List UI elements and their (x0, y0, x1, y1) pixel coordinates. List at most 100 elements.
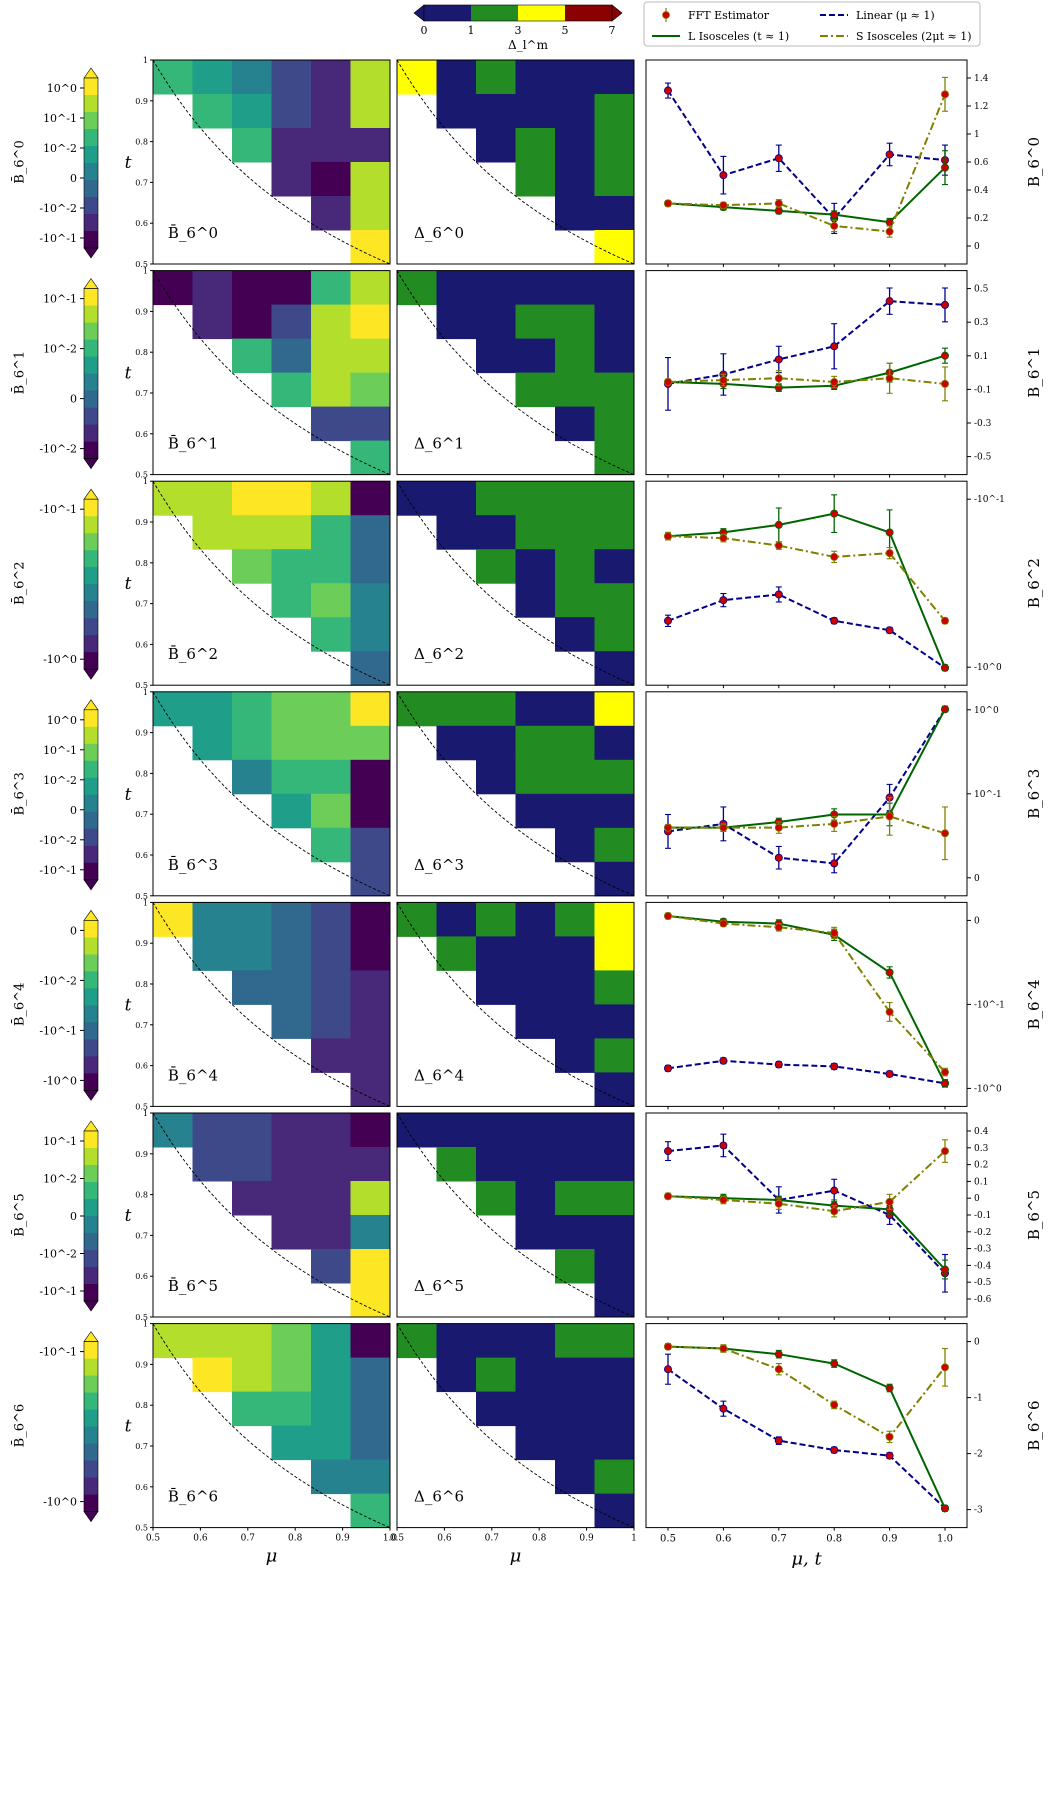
fft-estimator-point (774, 374, 783, 383)
t-tick-label: 0.6 (135, 219, 148, 228)
delta-heatmap-frame (396, 59, 635, 265)
delta-heatmap-cell (594, 827, 635, 863)
t-tick-label: 0.7 (135, 389, 148, 398)
delta-heatmap-frame (396, 1112, 635, 1318)
bispectrum-line-plot-frame (645, 901, 968, 1107)
delta-colorbar-low-arrow (413, 4, 425, 22)
delta-heatmap-cell (555, 691, 595, 727)
delta-heatmap-cell (594, 725, 635, 761)
colorbar-segment (84, 1284, 98, 1302)
bispectrum-heatmap-cell (311, 1425, 351, 1461)
colorbar-top-arrow (83, 1331, 99, 1342)
bispectrum-heatmap-frame (152, 59, 391, 265)
fft-estimator-point (941, 1504, 950, 1513)
right-tick-label: 0 (974, 242, 980, 252)
delta-heatmap-cell (594, 338, 635, 374)
bispectrum-heatmap-cell (311, 162, 351, 197)
delta-heatmap-cell (436, 1113, 477, 1148)
colorbar-tick-label: -10^-2 (39, 202, 77, 215)
delta-heatmap-cell (555, 128, 595, 163)
colorbar-segment (84, 231, 98, 249)
s-isosceles-series (667, 535, 946, 622)
fft-estimator-point (774, 1350, 783, 1359)
colorbar-segment (84, 373, 98, 392)
bispectrum-heatmap-cell (271, 759, 312, 795)
bispectrum-heatmap-cell (271, 725, 312, 761)
delta-heatmap-cell (436, 270, 477, 306)
delta-mu-tick-label: 0.7 (485, 1534, 500, 1544)
delta-heatmap-cell (594, 1147, 635, 1182)
bispectrum-heatmap-cell (350, 651, 391, 686)
bispectrum-line-plot-frame (645, 480, 968, 686)
fft-estimator-point (774, 199, 783, 208)
mu-tick-label: 0.6 (193, 1534, 208, 1544)
bispectrum-heatmap-cell (350, 691, 391, 727)
fft-estimator-point (774, 541, 783, 550)
delta-heatmap-cell (594, 1215, 635, 1250)
fft-estimator-point (664, 199, 673, 208)
colorbar-label: B̄_6^6 (11, 1404, 27, 1448)
bispectrum-heatmap-cell (350, 481, 391, 516)
bispectrum-heatmap-cell (192, 725, 233, 761)
right-tick-label: -0.1 (974, 1211, 991, 1221)
delta-heatmap-constraint-curve (396, 691, 635, 897)
colorbar-segment (84, 920, 98, 938)
colorbar-segment (84, 499, 98, 517)
colorbar-tick-label: 10^-1 (43, 293, 77, 306)
t-tick-label: 0.7 (135, 1021, 148, 1030)
t-tick-label: 0.8 (135, 1401, 148, 1410)
delta-heatmap-cell (555, 970, 595, 1005)
right-x-axis-label: μ, t (791, 1549, 822, 1570)
linear-series (667, 1368, 946, 1510)
bispectrum-heatmap-cell (271, 304, 312, 340)
s-isosceles-series (667, 377, 946, 385)
delta-heatmap-cell (476, 970, 516, 1005)
delta-heatmap-cell (594, 304, 635, 340)
delta-heatmap-cell (397, 481, 437, 516)
heatmap-panel-label: B̄_6^2 (168, 645, 218, 663)
colorbar-label: B̄_6^1 (11, 351, 27, 395)
colorbar-segment (84, 1250, 98, 1268)
right-tick-label: 0.4 (974, 186, 989, 196)
bispectrum-heatmap-cell (311, 1113, 351, 1148)
colorbar-label: B̄_6^5 (11, 1193, 27, 1237)
bispectrum-heatmap-cell (232, 759, 272, 795)
bispectrum-heatmap-cell (271, 1147, 312, 1182)
colorbar-segment (84, 424, 98, 443)
delta-heatmap-cell (515, 162, 556, 197)
delta-heatmap-cell (555, 725, 595, 761)
delta-heatmap-cell (594, 162, 635, 197)
bispectrum-heatmap-cell (350, 936, 391, 971)
bispectrum-heatmap-cell (350, 304, 391, 340)
fft-estimator-point (719, 596, 728, 605)
delta-heatmap-cell (515, 1181, 556, 1216)
bispectrum-heatmap-cell (350, 583, 391, 618)
bispectrum-heatmap-cell (311, 1357, 351, 1393)
t-tick-label: 0.9 (135, 729, 148, 738)
t-tick-label: 0.6 (135, 1062, 148, 1071)
l-isosceles-series (667, 166, 946, 224)
delta-heatmap-cell (476, 1147, 516, 1182)
bispectrum-heatmap-cell (311, 759, 351, 795)
colorbar-segment (84, 1073, 98, 1091)
right-tick-label: 0.6 (974, 158, 989, 168)
fft-estimator-point (830, 616, 839, 625)
colorbar-tick-label: 10^-2 (43, 343, 77, 356)
t-tick-label: 0.9 (135, 1150, 148, 1159)
colorbar-bottom-arrow (83, 458, 99, 470)
delta-heatmap-cell (555, 1357, 595, 1393)
delta-heatmap-cell (436, 304, 477, 340)
delta-heatmap-cell (555, 338, 595, 374)
t-tick-label: 1 (143, 688, 148, 697)
t-tick-label: 0.9 (135, 1360, 148, 1369)
bispectrum-heatmap-cell (153, 691, 193, 727)
bispectrum-heatmap-cell (271, 481, 312, 516)
delta-heatmap-cell (594, 1425, 635, 1461)
colorbar-frame (83, 1341, 99, 1512)
delta-heatmap-cell (594, 583, 635, 618)
bispectrum-heatmap-frame (152, 1323, 391, 1529)
fft-estimator-point (664, 616, 673, 625)
bispectrum-heatmap-cell (271, 1215, 312, 1250)
bispectrum-heatmap-cell (350, 1038, 391, 1073)
right-x-tick-label: 0.7 (771, 1534, 787, 1545)
